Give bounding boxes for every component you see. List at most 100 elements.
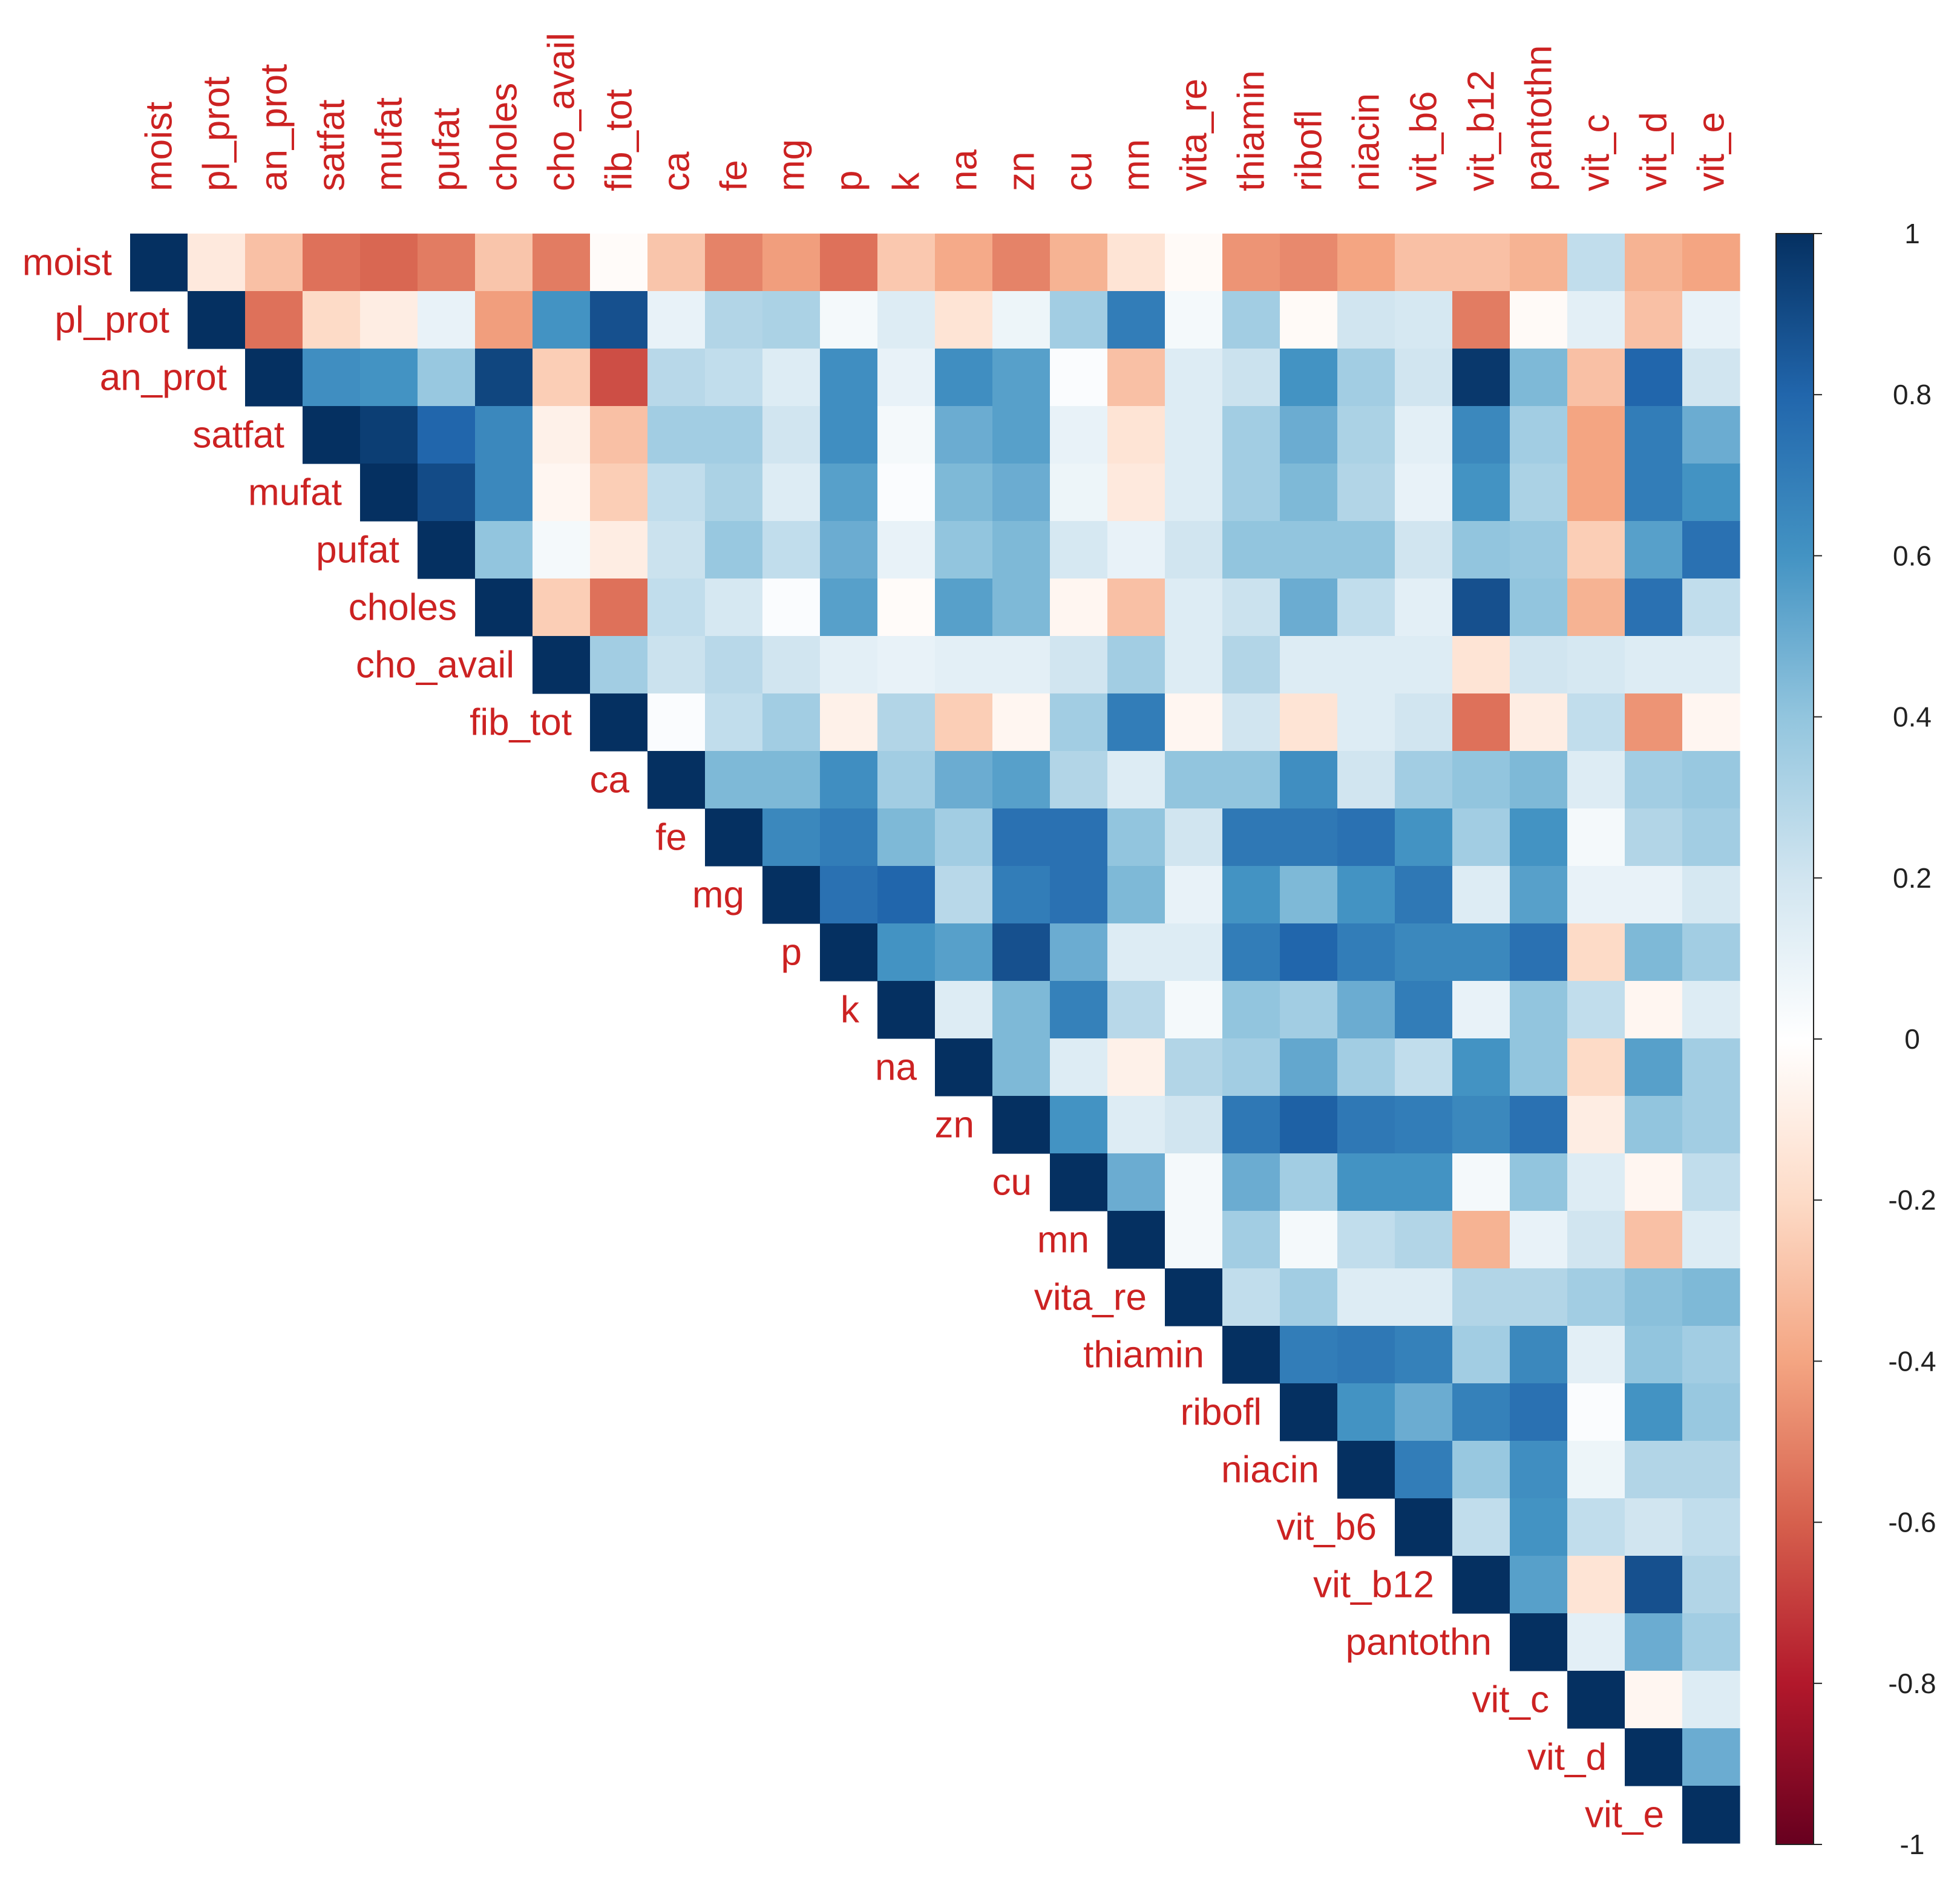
cell-fe-k xyxy=(877,808,936,867)
cell-p-vita_re xyxy=(1165,923,1223,982)
cell-mufat-vit_b12 xyxy=(1452,464,1510,522)
cell-fe-ribofl xyxy=(1280,808,1338,867)
cell-p-zn xyxy=(992,923,1050,982)
col-label-ca: ca xyxy=(656,151,698,191)
col-label-p: p xyxy=(828,171,870,191)
cell-k-zn xyxy=(992,981,1050,1039)
cell-k-ribofl xyxy=(1280,981,1338,1039)
cell-cu-vit_b12 xyxy=(1452,1153,1510,1211)
cell-k-vit_d xyxy=(1625,981,1683,1039)
cell-cho_avail-mg xyxy=(762,636,821,694)
cell-p-k xyxy=(877,923,936,982)
cell-pl_prot-p xyxy=(820,291,878,349)
cell-an_prot-zn xyxy=(992,349,1050,407)
cell-p-mn xyxy=(1107,923,1165,982)
cell-mg-cu xyxy=(1050,866,1108,924)
colorbar: 1 0.8 0.6 0.4 0.2 0 -0.2 -0.4 -0.6 -0.8 -1 xyxy=(1775,218,1936,1860)
cell-pl_prot-cu xyxy=(1050,291,1108,349)
cell-pufat-vit_b6 xyxy=(1395,521,1453,579)
cell-k-mn xyxy=(1107,981,1165,1039)
col-label-na: na xyxy=(943,149,985,191)
cell-mg-pantothn xyxy=(1510,866,1568,924)
cell-pantothn-vit_d xyxy=(1625,1613,1683,1671)
cell-ca-ribofl xyxy=(1280,751,1338,809)
cell-ribofl-pantothn xyxy=(1510,1383,1568,1441)
col-label-pl_prot: pl_prot xyxy=(196,76,238,191)
cell-pufat-ribofl xyxy=(1280,521,1338,579)
colorbar-tick-label: -0.6 xyxy=(1888,1507,1936,1538)
cell-fe-thiamin xyxy=(1222,808,1280,867)
cell-pufat-pantothn xyxy=(1510,521,1568,579)
cell-vit_c-vit_d xyxy=(1625,1671,1683,1729)
colorbar-tick-label: 0.4 xyxy=(1893,701,1932,733)
cell-pufat-p xyxy=(820,521,878,579)
cell-mufat-cho_avail xyxy=(533,464,591,522)
cell-k-vit_b12 xyxy=(1452,981,1510,1039)
cell-mn-vita_re xyxy=(1165,1211,1223,1269)
cell-ca-vit_d xyxy=(1625,751,1683,809)
cell-cho_avail-ca xyxy=(647,636,706,694)
colorbar-tick-label: 0.6 xyxy=(1893,540,1932,571)
cell-cho_avail-zn xyxy=(992,636,1050,694)
cell-vit_c-vit_c xyxy=(1567,1671,1625,1729)
cell-pantothn-pantothn xyxy=(1510,1613,1568,1671)
cell-satfat-cho_avail xyxy=(533,406,591,464)
cell-choles-vit_e xyxy=(1682,579,1740,637)
cell-fe-vit_d xyxy=(1625,808,1683,867)
cell-choles-pantothn xyxy=(1510,579,1568,637)
cell-ribofl-niacin xyxy=(1337,1383,1395,1441)
cell-p-vit_e xyxy=(1682,923,1740,982)
col-label-an_prot: an_prot xyxy=(254,64,295,191)
cell-fib_tot-vita_re xyxy=(1165,693,1223,752)
cell-fib_tot-k xyxy=(877,693,936,752)
cell-thiamin-vit_d xyxy=(1625,1326,1683,1384)
cell-zn-thiamin xyxy=(1222,1096,1280,1154)
cell-satfat-thiamin xyxy=(1222,406,1280,464)
cell-moist-vit_b6 xyxy=(1395,234,1453,292)
col-label-niacin: niacin xyxy=(1346,93,1388,191)
cell-an_prot-vit_c xyxy=(1567,349,1625,407)
cell-satfat-fib_tot xyxy=(590,406,648,464)
cell-ca-mn xyxy=(1107,751,1165,809)
cell-vit_b6-pantothn xyxy=(1510,1498,1568,1556)
cell-moist-satfat xyxy=(303,234,361,292)
heatmap-cells xyxy=(130,234,1740,1844)
cell-fib_tot-niacin xyxy=(1337,693,1395,752)
cell-na-vit_b6 xyxy=(1395,1038,1453,1096)
cell-fib_tot-vit_e xyxy=(1682,693,1740,752)
cell-satfat-mg xyxy=(762,406,821,464)
cell-pufat-thiamin xyxy=(1222,521,1280,579)
colorbar-tick-label: 0 xyxy=(1904,1023,1920,1055)
colorbar-tick-label: -0.4 xyxy=(1888,1345,1936,1377)
cell-pl_prot-mufat xyxy=(360,291,418,349)
cell-pufat-cu xyxy=(1050,521,1108,579)
cell-pl_prot-na xyxy=(935,291,993,349)
cell-choles-choles xyxy=(475,579,533,637)
cell-mn-vit_d xyxy=(1625,1211,1683,1269)
cell-ca-mg xyxy=(762,751,821,809)
cell-ribofl-vit_c xyxy=(1567,1383,1625,1441)
cell-pufat-vit_d xyxy=(1625,521,1683,579)
cell-an_prot-vit_d xyxy=(1625,349,1683,407)
cell-pl_prot-pufat xyxy=(418,291,476,349)
cell-moist-fe xyxy=(705,234,763,292)
cell-cu-vita_re xyxy=(1165,1153,1223,1211)
cell-an_prot-vita_re xyxy=(1165,349,1223,407)
cell-fe-vit_b12 xyxy=(1452,808,1510,867)
cell-satfat-k xyxy=(877,406,936,464)
cell-ca-k xyxy=(877,751,936,809)
row-label-p: p xyxy=(781,932,802,974)
cell-ca-vit_b6 xyxy=(1395,751,1453,809)
cell-mufat-ribofl xyxy=(1280,464,1338,522)
cell-ca-vita_re xyxy=(1165,751,1223,809)
cell-fe-vit_e xyxy=(1682,808,1740,867)
cell-mn-vit_c xyxy=(1567,1211,1625,1269)
cell-choles-cu xyxy=(1050,579,1108,637)
cell-mufat-na xyxy=(935,464,993,522)
cell-vit_b12-vit_c xyxy=(1567,1556,1625,1614)
cell-k-vit_c xyxy=(1567,981,1625,1039)
cell-zn-vit_b6 xyxy=(1395,1096,1453,1154)
cell-fe-na xyxy=(935,808,993,867)
cell-fe-cu xyxy=(1050,808,1108,867)
